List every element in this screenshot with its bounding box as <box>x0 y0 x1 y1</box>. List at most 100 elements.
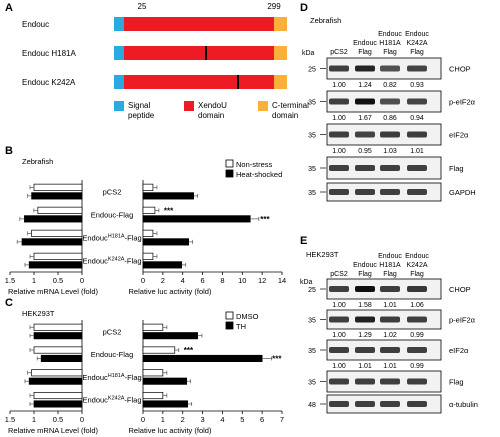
legend-swatch <box>225 159 234 168</box>
left-chart-bar <box>40 354 83 362</box>
protein-band <box>407 347 427 353</box>
left-chart-tick-label: 0 <box>80 415 84 424</box>
protein-label: Flag <box>449 164 464 173</box>
protein-band <box>355 401 375 407</box>
row-label: Endouc-Flag <box>91 350 134 359</box>
construct-name: Endouc H181A <box>22 49 76 58</box>
left-chart-tick-label: 0.5 <box>53 276 63 285</box>
kda-marker: 48 <box>308 402 316 409</box>
quantification-value: 1.01 <box>358 363 372 370</box>
domain-legend: SignalpeptideXendoUdomainC-terminaldomai… <box>114 101 309 120</box>
protein-band <box>380 347 400 353</box>
lane-label: Endouc <box>353 262 377 269</box>
protein-band <box>355 286 375 292</box>
quantification-value: 1.02 <box>383 332 397 339</box>
lane-label: Endouc <box>378 253 402 260</box>
protein-band <box>329 165 349 171</box>
quantification-value: 0.99 <box>410 332 424 339</box>
c-terminal-segment <box>274 75 287 89</box>
protein-band <box>407 378 427 385</box>
construct-name: Endouc <box>22 20 49 29</box>
lane-label: Flag <box>358 49 372 56</box>
kda-marker: 35 <box>308 348 316 355</box>
quantification-value: 0.95 <box>358 148 372 155</box>
quantification-value: 1.24 <box>358 82 372 89</box>
panel-c-right-xlabel: Relative luc activity (fold) <box>129 426 212 435</box>
row-label: pCS2 <box>103 327 122 336</box>
protein-band <box>380 316 400 323</box>
lane-label: Flag <box>358 271 372 278</box>
protein-band <box>355 316 375 323</box>
panel-c-charts: pCS2Endouc-FlagEndoucH181A-FlagEndoucK24… <box>5 320 284 424</box>
left-chart-tick-label: 0.5 <box>53 415 63 424</box>
row-label-base: Endouc-Flag <box>91 211 134 220</box>
right-chart-bar <box>142 391 164 400</box>
right-chart-tick-label: 6 <box>260 415 264 424</box>
kda-marker: 35 <box>308 380 316 387</box>
panel-b-letter: B <box>5 145 13 157</box>
protein-label: GAPDH <box>449 188 476 197</box>
quantification-value: 1.00 <box>332 332 346 339</box>
right-chart-tick-label: 1 <box>161 415 165 424</box>
protein-label: p-eIF2α <box>449 98 476 107</box>
row-label-base: pCS2 <box>103 327 122 336</box>
legend-label: DMSO <box>236 312 259 321</box>
row-label: EndoucH181A-Flag <box>82 373 141 382</box>
right-chart-tick-label: 10 <box>238 276 246 285</box>
protein-band <box>407 189 427 195</box>
left-chart-bar <box>33 346 83 354</box>
position-end-label: 299 <box>267 2 281 11</box>
right-chart-bar <box>142 377 188 385</box>
legend-label: TH <box>236 322 246 331</box>
left-chart-tick-label: 0 <box>80 276 84 285</box>
protein-label: α-tubulin <box>449 400 478 409</box>
quantification-value: 1.03 <box>383 148 397 155</box>
row-label-tail: -Flag <box>125 373 142 382</box>
left-chart-bar <box>37 206 83 214</box>
right-chart-bar <box>142 346 176 354</box>
lane-label: K242A <box>406 262 427 269</box>
quantification-value: 1.67 <box>358 115 372 122</box>
legend-swatch <box>114 101 124 111</box>
lane-label: Endouc <box>405 253 429 260</box>
lane-label: pCS2 <box>330 271 348 278</box>
protein-band <box>329 189 349 195</box>
panel-e-kda-label: kDa <box>300 279 313 286</box>
legend-label: XendoU <box>198 101 227 110</box>
left-chart-bar <box>33 332 83 340</box>
right-chart-bar <box>142 192 194 200</box>
protein-band <box>355 165 375 171</box>
protein-band <box>407 65 427 72</box>
signal-peptide-segment <box>114 75 124 89</box>
protein-band <box>329 65 349 72</box>
protein-band <box>380 131 400 138</box>
legend-swatch <box>184 101 194 111</box>
protein-band <box>380 65 400 72</box>
kda-marker: 35 <box>308 133 316 140</box>
right-chart-bar <box>142 183 154 191</box>
right-chart-bar <box>142 238 190 246</box>
left-chart-bar <box>31 192 83 200</box>
right-chart-bar <box>142 252 154 260</box>
left-chart-bar <box>28 377 83 385</box>
panel-b-species: Zebrafish <box>22 157 53 166</box>
xendou-domain-segment <box>124 75 274 89</box>
panel-e-species: HEK293T <box>306 250 339 259</box>
quantification-value: 1.01 <box>383 363 397 370</box>
quantification-value: 1.01 <box>410 148 424 155</box>
protein-band <box>407 316 427 323</box>
legend-swatch <box>258 101 268 111</box>
signal-peptide-segment <box>114 17 124 31</box>
protein-band <box>380 98 400 105</box>
protein-band <box>329 316 349 323</box>
right-chart-tick-label: 12 <box>258 276 266 285</box>
panel-d-western-blots: pCS2EndoucFlagEndoucH181AFlagEndoucK242A… <box>308 31 476 202</box>
c-terminal-segment <box>274 17 287 31</box>
kda-marker: 25 <box>308 67 316 74</box>
lane-label: H181A <box>379 262 401 269</box>
panel-e-letter: E <box>300 235 307 247</box>
legend-label: Signal <box>128 101 150 110</box>
left-chart-bar <box>33 183 83 191</box>
